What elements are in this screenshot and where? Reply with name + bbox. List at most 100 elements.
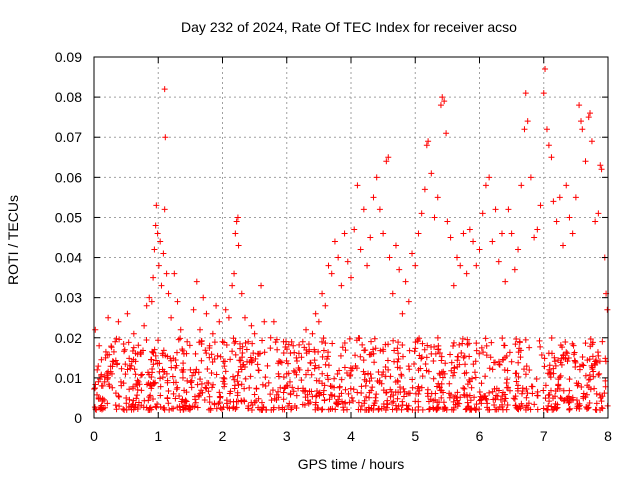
data-point <box>116 393 123 400</box>
data-point <box>526 366 533 373</box>
data-point <box>333 400 340 407</box>
data-point <box>463 392 470 399</box>
data-point <box>513 336 520 343</box>
data-point <box>553 218 560 225</box>
data-point <box>147 404 154 411</box>
data-point <box>537 202 544 209</box>
data-point <box>312 362 319 369</box>
data-point <box>172 357 179 364</box>
data-point <box>492 396 499 403</box>
data-point <box>144 381 151 388</box>
data-point <box>515 246 522 253</box>
data-point <box>464 399 471 406</box>
data-point <box>324 372 331 379</box>
data-point <box>303 346 310 353</box>
data-point <box>192 399 199 406</box>
data-point <box>482 373 489 380</box>
data-point <box>311 357 318 364</box>
data-point <box>146 294 153 301</box>
data-point <box>130 330 137 337</box>
data-point <box>409 384 416 391</box>
data-point <box>102 348 109 355</box>
data-point <box>209 359 216 366</box>
data-point <box>159 374 166 381</box>
data-point <box>126 386 133 393</box>
data-point <box>390 398 397 405</box>
data-point <box>299 401 306 408</box>
data-point <box>503 380 510 387</box>
data-point <box>232 351 239 358</box>
data-point <box>442 360 449 367</box>
data-point <box>321 397 328 404</box>
data-point <box>241 385 248 392</box>
data-point <box>521 366 528 373</box>
data-point <box>227 356 234 363</box>
data-point <box>98 372 105 379</box>
data-point <box>395 355 402 362</box>
data-point <box>138 402 145 409</box>
data-point <box>542 382 549 389</box>
data-point <box>484 404 491 411</box>
data-point <box>367 371 374 378</box>
data-point <box>498 230 505 237</box>
data-point <box>267 345 274 352</box>
data-point <box>261 349 268 356</box>
data-point <box>171 270 178 277</box>
data-point <box>320 347 327 354</box>
data-point <box>284 360 291 367</box>
data-point <box>476 388 483 395</box>
data-point <box>298 377 305 384</box>
data-point <box>165 290 172 297</box>
data-point <box>394 378 401 385</box>
data-point <box>246 384 253 391</box>
data-point <box>566 406 573 413</box>
data-point <box>243 346 250 353</box>
data-point <box>585 114 592 121</box>
data-point <box>425 368 432 375</box>
data-point <box>453 394 460 401</box>
data-point <box>513 370 520 377</box>
data-point <box>157 383 164 390</box>
data-point <box>492 359 499 366</box>
data-point <box>446 380 453 387</box>
data-point <box>545 142 552 149</box>
data-point <box>564 350 571 357</box>
data-point <box>152 222 159 229</box>
data-point <box>579 126 586 133</box>
data-point <box>336 383 343 390</box>
data-point <box>596 370 603 377</box>
data-point <box>523 363 530 370</box>
data-point <box>373 174 380 181</box>
data-point <box>316 377 323 384</box>
data-point <box>99 382 106 389</box>
data-point <box>253 397 260 404</box>
data-point <box>395 350 402 357</box>
data-point <box>441 405 448 412</box>
data-point <box>325 262 332 269</box>
data-point <box>345 390 352 397</box>
data-point <box>591 385 598 392</box>
data-point <box>390 337 397 344</box>
data-point <box>289 384 296 391</box>
data-point <box>448 359 455 366</box>
data-point <box>180 360 187 367</box>
data-point <box>132 371 139 378</box>
data-point <box>466 377 473 384</box>
data-point <box>433 383 440 390</box>
data-point <box>331 375 338 382</box>
data-point <box>354 389 361 396</box>
data-point <box>473 262 480 269</box>
data-point <box>324 353 331 360</box>
data-point <box>165 387 172 394</box>
data-point <box>283 338 290 345</box>
data-point <box>403 402 410 409</box>
data-point <box>275 404 282 411</box>
data-point <box>515 373 522 380</box>
data-point <box>201 397 208 404</box>
data-point <box>113 406 120 413</box>
data-point <box>572 194 579 201</box>
data-point <box>415 367 422 374</box>
data-point <box>202 384 209 391</box>
data-point <box>432 390 439 397</box>
data-point <box>570 396 577 403</box>
